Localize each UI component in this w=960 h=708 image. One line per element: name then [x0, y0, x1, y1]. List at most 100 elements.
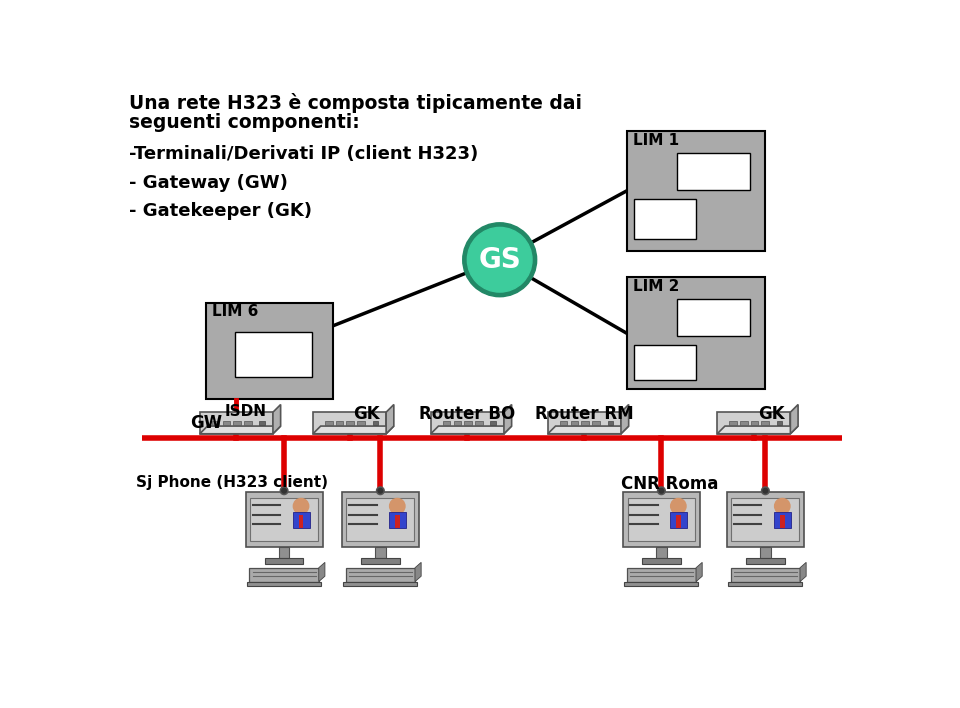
Bar [628, 498, 695, 541]
Bar [212, 421, 220, 426]
Text: Router BO: Router BO [420, 404, 516, 423]
Bar [465, 421, 472, 426]
Text: GK: GK [353, 404, 380, 423]
Polygon shape [273, 404, 280, 434]
Text: GW: GW [190, 414, 223, 432]
Text: LIM 6: LIM 6 [212, 304, 258, 319]
Text: GK: GK [757, 404, 784, 423]
Bar [670, 512, 686, 528]
Polygon shape [415, 562, 421, 581]
Text: CNR Roma: CNR Roma [621, 475, 719, 493]
Text: LIM 1: LIM 1 [633, 132, 679, 148]
Bar [247, 581, 321, 586]
Bar [774, 512, 791, 528]
Bar [395, 515, 399, 528]
Bar [677, 299, 750, 336]
Bar [235, 332, 312, 377]
Circle shape [378, 489, 383, 493]
Bar [627, 131, 765, 251]
Bar [293, 512, 309, 528]
Polygon shape [548, 412, 621, 434]
Bar [278, 547, 290, 558]
Bar [246, 491, 323, 547]
Bar [627, 568, 696, 581]
Bar [729, 581, 803, 586]
Bar [730, 421, 737, 426]
Bar [624, 581, 698, 586]
Bar [389, 512, 406, 528]
Bar [582, 421, 589, 426]
Text: ISDN: ISDN [225, 404, 267, 418]
Text: - Gatekeeper (GK): - Gatekeeper (GK) [129, 202, 312, 220]
Bar [342, 491, 419, 547]
Circle shape [463, 223, 537, 297]
Bar [346, 568, 415, 581]
Text: - Gateway (GW): - Gateway (GW) [129, 173, 287, 191]
Bar [443, 421, 450, 426]
Bar [761, 421, 769, 426]
Bar [250, 568, 319, 581]
Bar [251, 498, 318, 541]
Bar [635, 346, 696, 380]
Text: Sj Phone (H323 client): Sj Phone (H323 client) [136, 475, 328, 491]
Bar [475, 421, 483, 426]
Circle shape [671, 498, 686, 514]
Bar [205, 303, 332, 399]
Bar [570, 421, 578, 426]
Bar [560, 421, 567, 426]
Bar [780, 515, 784, 528]
Bar [732, 498, 800, 541]
Bar [731, 568, 800, 581]
Polygon shape [800, 562, 806, 581]
Bar [453, 421, 461, 426]
Polygon shape [504, 404, 512, 434]
Polygon shape [548, 426, 629, 434]
Bar [627, 278, 765, 389]
Bar [727, 491, 804, 547]
Polygon shape [621, 404, 629, 434]
Bar [344, 581, 418, 586]
Bar [259, 421, 265, 426]
Polygon shape [717, 412, 790, 434]
Bar [347, 421, 354, 426]
Bar [623, 491, 700, 547]
Bar [746, 558, 784, 564]
Polygon shape [790, 404, 798, 434]
Bar [265, 558, 303, 564]
Bar [642, 558, 681, 564]
Bar [491, 421, 496, 426]
Bar [777, 421, 782, 426]
Bar [635, 199, 696, 239]
Polygon shape [313, 426, 394, 434]
Polygon shape [696, 562, 702, 581]
Bar [760, 547, 771, 558]
Text: -Terminali/Derivati IP (client H323): -Terminali/Derivati IP (client H323) [129, 145, 478, 163]
Bar [751, 421, 758, 426]
Bar [347, 498, 414, 541]
Polygon shape [319, 562, 324, 581]
Bar [608, 421, 612, 426]
Text: seguenti componenti:: seguenti componenti: [129, 113, 359, 132]
Text: GS: GS [478, 246, 521, 274]
Bar [592, 421, 600, 426]
Circle shape [775, 498, 790, 514]
Circle shape [468, 227, 532, 292]
Text: Una rete H323 è composta tipicamente dai: Una rete H323 è composta tipicamente dai [129, 93, 582, 113]
Circle shape [282, 489, 286, 493]
Circle shape [660, 489, 663, 493]
Bar [740, 421, 748, 426]
Circle shape [280, 487, 288, 495]
Circle shape [376, 487, 384, 495]
Bar [361, 558, 399, 564]
Polygon shape [200, 412, 273, 434]
Circle shape [761, 487, 769, 495]
Circle shape [658, 487, 665, 495]
Bar [676, 515, 681, 528]
Bar [233, 421, 241, 426]
Polygon shape [431, 412, 504, 434]
Bar [677, 153, 750, 190]
Polygon shape [431, 426, 512, 434]
Text: Router RM: Router RM [535, 404, 634, 423]
Bar [223, 421, 230, 426]
Bar [656, 547, 667, 558]
